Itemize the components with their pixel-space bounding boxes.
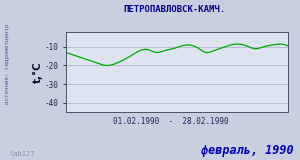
Text: 01.02.1990  -  28.02.1990: 01.02.1990 - 28.02.1990 — [113, 117, 229, 126]
Y-axis label: t,°C: t,°C — [33, 61, 43, 83]
Text: lab127: lab127 — [9, 151, 34, 157]
Text: ПЕТРОПАВЛОВСК-КАМЧ.: ПЕТРОПАВЛОВСК-КАМЧ. — [123, 5, 225, 14]
Text: источник: гидрометцентр: источник: гидрометцентр — [5, 24, 10, 104]
Text: февраль, 1990: февраль, 1990 — [201, 144, 294, 157]
